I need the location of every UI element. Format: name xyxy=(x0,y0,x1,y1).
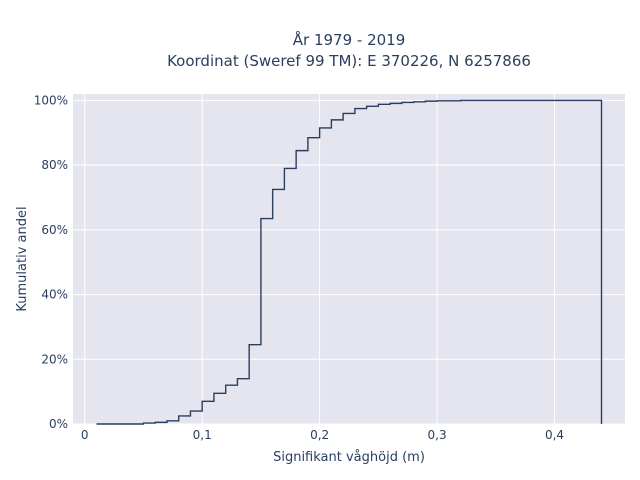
y-tick-label: 80% xyxy=(41,158,68,172)
x-tick-label: 0,4 xyxy=(545,428,564,442)
y-tick-label: 20% xyxy=(41,352,68,366)
y-tick-label: 40% xyxy=(41,288,68,302)
y-axis-title: Kumulativ andel xyxy=(15,206,30,311)
chart-title-line-1: År 1979 - 2019 xyxy=(293,30,406,49)
y-tick-labels: 0% 20% 40% 60% 80% 100% xyxy=(34,93,68,431)
y-tick-label: 0% xyxy=(49,417,68,431)
cumulative-step-line xyxy=(96,99,603,425)
grid xyxy=(73,94,625,425)
x-tick-labels: 0 0,1 0,2 0,3 0,4 xyxy=(81,428,564,442)
x-axis-title: Signifikant våghöjd (m) xyxy=(273,450,425,465)
x-tick-label: 0,2 xyxy=(310,428,329,442)
x-tick-label: 0,3 xyxy=(428,428,447,442)
x-tick-label: 0,1 xyxy=(193,428,212,442)
y-tick-label: 100% xyxy=(34,93,68,107)
plot-background xyxy=(73,94,625,424)
x-tick-label: 0 xyxy=(81,428,89,442)
chart-title-line-2: Koordinat (Sweref 99 TM): E 370226, N 62… xyxy=(167,52,531,70)
y-tick-label: 60% xyxy=(41,223,68,237)
